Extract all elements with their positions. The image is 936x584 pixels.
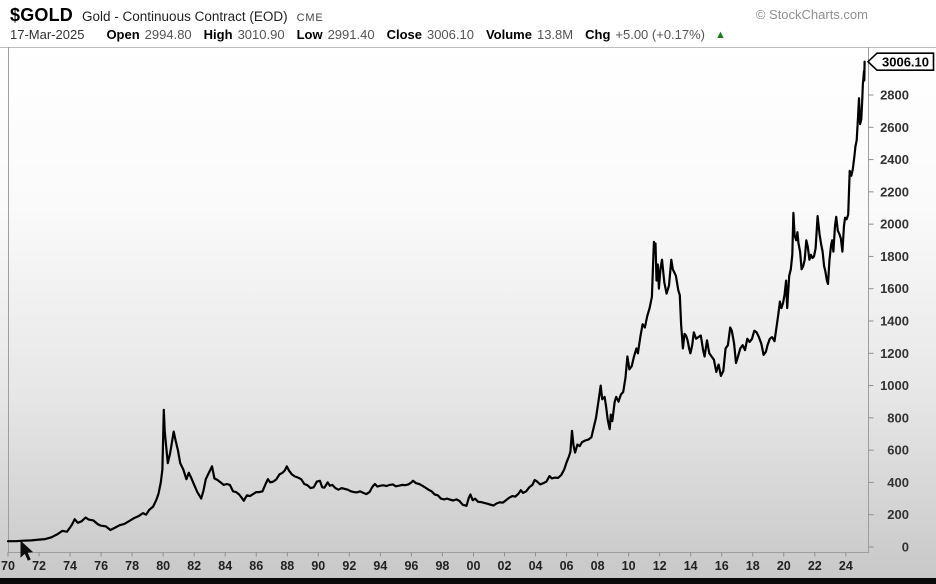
window-bottom-edge: [0, 578, 936, 584]
x-axis-label: 16: [715, 559, 729, 573]
stockcharts-copyright[interactable]: © StockCharts.com: [755, 7, 868, 22]
quote-value-high: 3010.90: [237, 27, 285, 42]
quote-value-volume: 13.8M: [536, 27, 574, 42]
y-axis-label: 2600: [880, 120, 909, 135]
y-axis-label: 200: [887, 507, 909, 522]
chart-header-quote-line: 17-Mar-2025 Open 2994.80 High 3010.90 Low 299…: [10, 27, 726, 42]
quote-value-close: 3006.10: [426, 27, 474, 42]
x-axis-label: 88: [280, 559, 294, 573]
y-axis-label: 800: [887, 410, 909, 425]
last-price-tag-value: 3006.10: [882, 54, 929, 69]
y-axis-label: 2800: [880, 88, 909, 103]
x-axis-label: 24: [839, 559, 853, 573]
chart-header-line-1: $GOLD Gold - Continuous Contract (EOD) C…: [10, 5, 323, 26]
y-axis-label: 2200: [880, 184, 909, 199]
quote-date: 17-Mar-2025: [10, 27, 85, 42]
last-price-tag: 3006.10: [866, 52, 935, 71]
plot-background: [0, 47, 936, 578]
quote-label-high: High: [203, 27, 233, 42]
quote-label-open: Open: [106, 27, 140, 42]
x-axis-label: 96: [404, 559, 418, 573]
x-axis-label: 72: [32, 559, 46, 573]
last-price-tag-box: [866, 52, 935, 71]
exchange-label: CME: [296, 12, 324, 24]
quote-value-chg: +5.00 (+0.17%): [615, 27, 706, 42]
quote-value-open: 2994.80: [144, 27, 192, 42]
x-axis-label: 94: [373, 559, 387, 573]
x-axis-label: 22: [808, 559, 822, 573]
x-axis-label: 86: [249, 559, 263, 573]
x-axis-label: 04: [529, 559, 543, 573]
quote-value-low: 2991.40: [327, 27, 375, 42]
ticker-symbol: $GOLD: [10, 5, 74, 25]
x-axis-label: 84: [218, 559, 232, 573]
x-axis-label: 82: [187, 559, 201, 573]
chart-title: Gold - Continuous Contract (EOD): [82, 9, 288, 24]
x-axis-label: 90: [311, 559, 325, 573]
change-up-icon: ▲: [715, 29, 726, 41]
y-axis-label: 1200: [880, 346, 909, 361]
quote-label-volume: Volume: [485, 27, 532, 42]
y-axis-label: 1800: [880, 249, 909, 264]
y-axis-label: 0: [902, 540, 909, 555]
x-axis-label: 92: [342, 559, 356, 573]
quote-label-close: Close: [386, 27, 422, 42]
y-axis-label: 2000: [880, 217, 909, 232]
x-axis-label: 10: [622, 559, 636, 573]
x-axis-label: 18: [746, 559, 760, 573]
x-axis-label: 80: [156, 559, 170, 573]
y-axis-label: 1400: [880, 314, 909, 329]
y-axis-label: 1600: [880, 281, 909, 296]
price-line: [6, 60, 866, 543]
x-axis-label: 20: [777, 559, 791, 573]
x-axis-label: 98: [435, 559, 449, 573]
x-axis-label: 78: [125, 559, 139, 573]
x-axis-label: 08: [591, 559, 605, 573]
quote-label-low: Low: [296, 27, 323, 42]
x-axis-label: 14: [684, 559, 698, 573]
x-axis-label: 06: [560, 559, 574, 573]
x-axis-label: 02: [498, 559, 512, 573]
y-axis-label: 1000: [880, 378, 909, 393]
y-axis-label: 600: [887, 443, 909, 458]
x-axis-label: 12: [653, 559, 667, 573]
y-axis-label: 2400: [880, 152, 909, 167]
quote-label-chg: Chg: [585, 27, 611, 42]
x-axis-label: 74: [63, 559, 77, 573]
x-axis-label: 70: [1, 559, 15, 573]
quote-values: Open 2994.80 High 3010.90 Low 2991.40 Close 300…: [106, 27, 717, 42]
x-axis-label: 00: [467, 559, 481, 573]
y-axis-label: 400: [887, 475, 909, 490]
mouse-cursor-icon: [20, 540, 34, 561]
x-axis-label: 76: [94, 559, 108, 573]
